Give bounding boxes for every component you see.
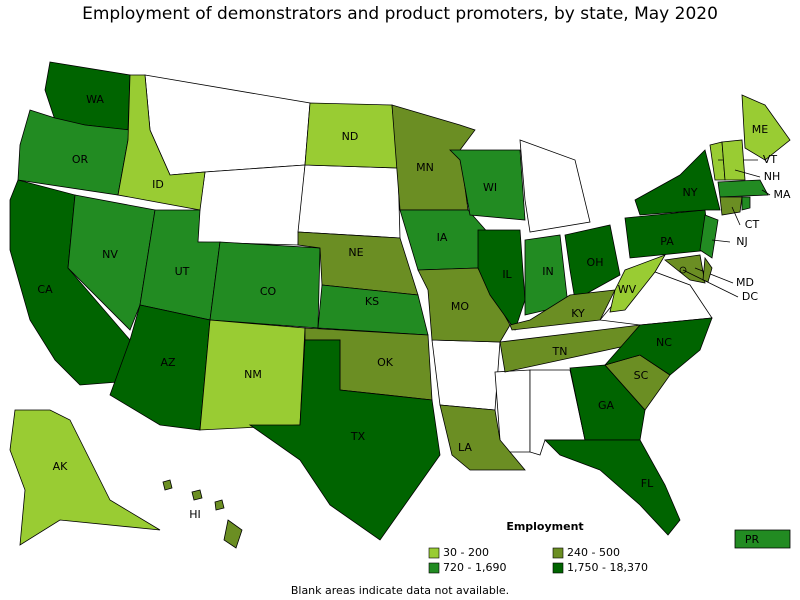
state-label: NY: [683, 186, 698, 199]
state: [721, 139, 746, 181]
state-label: NJ: [736, 235, 747, 248]
state-label: DC: [742, 290, 758, 303]
legend-swatch: [428, 547, 440, 559]
legend-label: 240 - 500: [567, 546, 620, 559]
state: [699, 214, 719, 259]
leader-line: [734, 169, 761, 178]
state-label: TX: [350, 430, 366, 443]
state-label: FL: [641, 477, 654, 490]
state-label: AZ: [160, 356, 176, 369]
state-label: OK: [377, 356, 394, 369]
state-label: WA: [86, 93, 104, 106]
leader-line: [711, 239, 731, 243]
state: [248, 339, 441, 541]
state-label: CT: [745, 218, 760, 231]
state-label: IN: [542, 265, 553, 278]
map-title: Employment of demonstrators and product …: [82, 4, 718, 24]
state-label: MA: [773, 188, 790, 201]
state: [194, 164, 306, 246]
state-label: VT: [763, 153, 778, 166]
state-label: CO: [260, 285, 277, 298]
state: [717, 179, 769, 198]
state: [223, 519, 243, 549]
state-label: NV: [102, 248, 118, 261]
state-label: PR: [745, 533, 760, 546]
state: [741, 94, 791, 161]
state: [519, 139, 591, 233]
state-label: ID: [152, 178, 164, 191]
state-label: NM: [244, 368, 262, 381]
leader-line: [694, 267, 734, 284]
state-label: LA: [458, 441, 472, 454]
state: [144, 74, 311, 176]
state: [569, 364, 646, 441]
state: [741, 196, 751, 211]
legend-label: 30 - 200: [443, 546, 489, 559]
legend: 30 - 200 240 - 500 720 - 1,690 1,750 - 18,3…: [428, 546, 648, 574]
state-label: IA: [437, 231, 448, 244]
state-label: ND: [342, 130, 359, 143]
state-label: MN: [416, 161, 434, 174]
states: WA OR CA NV ID UT AZ CO NM ND NE KS OK TX MN IA MO LA WI IL…: [9, 61, 791, 549]
state-label: HI: [189, 508, 201, 521]
state: [439, 404, 526, 471]
leader-line: [682, 269, 739, 298]
state-label: OR: [72, 153, 89, 166]
state-label: KS: [365, 295, 379, 308]
state: [449, 149, 526, 221]
state: [734, 529, 791, 549]
state: [162, 479, 173, 491]
state-label: UT: [175, 265, 190, 278]
legend-swatch: [428, 562, 440, 574]
state-label: NE: [348, 246, 363, 259]
legend-swatch: [552, 562, 564, 574]
state: [494, 369, 531, 453]
state: [431, 339, 501, 411]
state: [9, 409, 161, 546]
state-label: ME: [752, 123, 768, 136]
state: [67, 194, 156, 331]
state-label: CA: [37, 283, 53, 296]
state-label: MO: [451, 300, 469, 313]
state: [634, 149, 721, 216]
state: [544, 439, 681, 536]
state: [719, 196, 743, 216]
blank-states: [144, 74, 713, 456]
state-label: AK: [53, 460, 69, 473]
state: [624, 209, 711, 259]
legend-swatch: [552, 547, 564, 559]
leader-line: [761, 189, 771, 196]
legend-title: Employment: [506, 520, 583, 533]
state-label: TN: [552, 345, 568, 358]
state: [603, 317, 713, 376]
state: [117, 74, 206, 211]
state-label: OH: [587, 256, 604, 269]
state: [564, 224, 621, 301]
state-label: NC: [656, 336, 672, 349]
state-label: GA: [598, 399, 615, 412]
state-label: NH: [764, 170, 781, 183]
state-label: KY: [571, 307, 585, 320]
state-label: PA: [660, 235, 674, 248]
state-label: MD: [736, 276, 754, 289]
state: [297, 164, 401, 239]
leader-line: [731, 206, 741, 226]
state-label: WI: [483, 181, 497, 194]
state: [702, 256, 713, 283]
state-label: SC: [634, 369, 649, 382]
state-label: WV: [618, 283, 637, 296]
footnote: Blank areas indicate data not available.: [291, 584, 509, 597]
state: [191, 489, 203, 501]
state: [214, 499, 225, 511]
legend-label: 1,750 - 18,370: [567, 561, 648, 574]
state: [609, 254, 666, 313]
legend-label: 720 - 1,690: [443, 561, 506, 574]
state-label: IL: [502, 268, 512, 281]
